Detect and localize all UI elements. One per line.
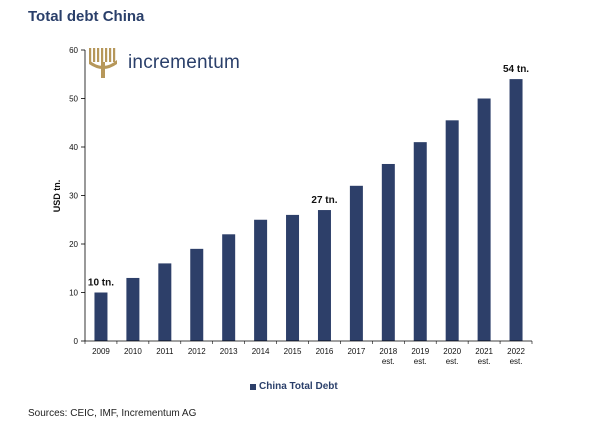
bars (94, 79, 523, 341)
bar (222, 234, 236, 341)
x-tick-label: 2021 (475, 347, 493, 356)
y-tick-label: 0 (74, 337, 79, 346)
x-tick-label: 2013 (220, 347, 238, 356)
bar (509, 79, 523, 341)
x-tick-label: 2016 (316, 347, 334, 356)
logo-text: incrementum (128, 52, 241, 73)
data-label: 27 tn. (311, 195, 337, 206)
x-tick-label: 2012 (188, 347, 206, 356)
x-tick-note: est. (478, 357, 491, 366)
bar (190, 248, 204, 341)
x-tick-label: 2010 (124, 347, 142, 356)
x-tick-label: 2018 (379, 347, 397, 356)
bar (254, 219, 268, 341)
x-tick-label: 2022 (507, 347, 525, 356)
x-tick-label: 2009 (92, 347, 110, 356)
y-tick-label: 60 (69, 46, 78, 55)
bar (317, 210, 331, 341)
x-tick-label: 2011 (156, 347, 174, 356)
bar (413, 142, 427, 341)
x-tick-label: 2015 (284, 347, 302, 356)
bar (445, 120, 459, 341)
bar (349, 185, 363, 341)
incrementum-logo: incrementum (86, 46, 240, 80)
x-tick-note: est. (510, 357, 523, 366)
x-tick-label: 2014 (252, 347, 270, 356)
data-labels: 10 tn. 27 tn. 54 tn. (88, 64, 529, 288)
bar (158, 263, 172, 341)
bar (126, 277, 140, 341)
y-tick-label: 20 (69, 240, 78, 249)
x-tick-note: est. (414, 357, 427, 366)
legend-swatch (250, 383, 256, 390)
data-label: 54 tn. (503, 64, 529, 75)
y-tick-label: 10 (69, 289, 78, 298)
data-label: 10 tn. (88, 278, 114, 289)
chart-title: Total debt China (28, 8, 145, 25)
bar (381, 163, 395, 341)
x-tick-label: 2019 (411, 347, 429, 356)
y-tick-label: 50 (69, 95, 78, 104)
bar (477, 98, 491, 341)
x-tick-note: est. (446, 357, 459, 366)
x-axis: 2009 2010 2011 2012 2013 2014 2015 2016 2017 2018… (84, 340, 533, 366)
source-note: Sources: CEIC, IMF, Incrementum AG (28, 408, 197, 419)
y-axis-label: USD tn. (52, 180, 62, 213)
y-tick-label: 30 (69, 192, 78, 201)
bar (286, 214, 300, 341)
legend: China Total Debt (250, 381, 338, 392)
x-tick-label: 2017 (347, 347, 365, 356)
tree-logo-icon (86, 46, 120, 80)
y-axis: 0 10 20 30 40 50 60 (69, 46, 86, 346)
x-tick-note: est. (382, 357, 395, 366)
y-tick-label: 40 (69, 143, 78, 152)
legend-label: China Total Debt (259, 381, 338, 392)
x-tick-label: 2020 (443, 347, 461, 356)
bar (94, 292, 108, 341)
